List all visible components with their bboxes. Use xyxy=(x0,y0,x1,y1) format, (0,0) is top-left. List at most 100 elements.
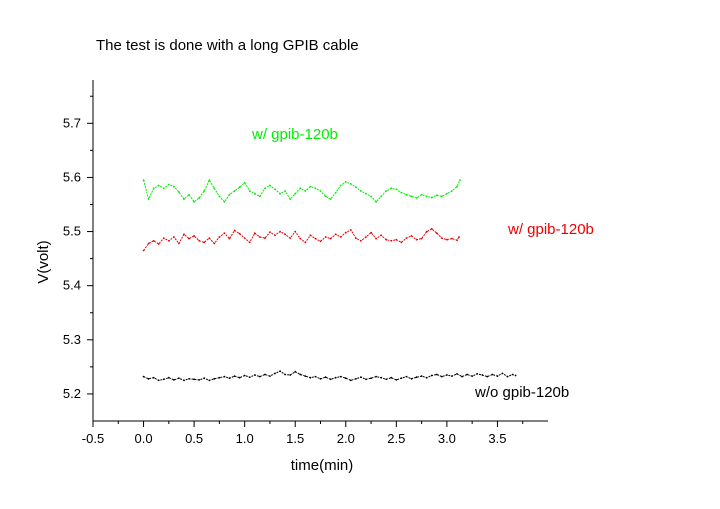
y-tick-label: 5.3 xyxy=(63,332,81,347)
data-point xyxy=(491,373,494,376)
data-point xyxy=(299,187,302,190)
data-point xyxy=(410,235,413,237)
data-point xyxy=(157,184,160,187)
data-point xyxy=(400,241,403,244)
data-point xyxy=(324,236,327,238)
data-point xyxy=(173,379,175,381)
x-tick-label: 3.5 xyxy=(488,431,506,446)
data-point xyxy=(233,229,236,232)
data-point xyxy=(152,376,155,379)
data-point xyxy=(198,379,201,381)
data-point xyxy=(178,377,180,380)
data-point xyxy=(289,374,292,376)
data-point xyxy=(157,379,160,382)
data-point xyxy=(420,237,423,240)
data-point xyxy=(264,373,266,376)
data-point xyxy=(248,241,251,244)
data-point xyxy=(309,376,312,379)
data-point xyxy=(344,231,347,234)
data-point xyxy=(233,375,236,377)
data-point xyxy=(380,376,383,379)
data-point xyxy=(425,230,428,233)
data-point xyxy=(360,376,362,379)
data-point xyxy=(223,375,226,378)
data-point xyxy=(405,193,408,196)
data-point xyxy=(339,375,342,378)
data-point xyxy=(415,238,418,241)
data-point xyxy=(213,242,216,245)
data-point xyxy=(289,237,292,240)
x-axis-label: time(min) xyxy=(291,457,354,474)
data-point xyxy=(264,237,266,240)
data-point xyxy=(314,375,317,378)
data-point xyxy=(481,374,484,376)
data-point xyxy=(334,376,337,379)
data-point xyxy=(258,195,261,198)
data-point xyxy=(456,373,458,375)
data-point xyxy=(385,378,388,381)
data-point xyxy=(284,233,286,236)
series-label-green: w/ gpib-120b xyxy=(251,126,338,143)
data-point xyxy=(458,236,460,238)
series-label-red: w/ gpib-120b xyxy=(507,221,594,238)
series-line-1 xyxy=(143,228,460,251)
data-point xyxy=(456,239,458,242)
data-point xyxy=(183,379,185,382)
x-tick-label: 2.5 xyxy=(387,431,405,446)
data-point xyxy=(213,377,216,380)
data-point xyxy=(360,190,362,192)
data-point xyxy=(228,377,231,380)
x-tick-label: 0.5 xyxy=(185,431,203,446)
data-point xyxy=(269,375,271,377)
data-point xyxy=(279,192,281,195)
data-point xyxy=(147,198,150,201)
data-point xyxy=(274,188,276,191)
data-point xyxy=(167,239,170,242)
x-tick-label: 1.5 xyxy=(286,431,304,446)
series-group xyxy=(142,179,517,382)
data-point xyxy=(425,195,428,198)
data-point xyxy=(173,236,175,238)
data-point xyxy=(208,379,211,382)
data-point xyxy=(349,183,352,185)
data-point xyxy=(223,200,226,203)
data-point xyxy=(314,187,317,190)
data-point xyxy=(147,377,150,380)
data-point xyxy=(319,240,322,243)
data-point xyxy=(208,237,211,240)
data-point xyxy=(380,234,383,237)
y-axis-label: V(volt) xyxy=(35,240,52,283)
data-point xyxy=(243,237,246,240)
data-point xyxy=(162,378,165,381)
x-tick-label: 1.0 xyxy=(236,431,254,446)
data-point xyxy=(339,236,342,238)
data-point xyxy=(253,192,256,195)
data-point xyxy=(385,238,388,241)
data-point xyxy=(299,373,302,376)
data-point xyxy=(514,374,517,377)
data-point xyxy=(203,377,206,380)
data-point xyxy=(258,236,261,238)
data-point xyxy=(329,237,332,240)
data-point xyxy=(451,237,453,240)
plot-area: -0.5 0.0 0.5 1.0 1.5 2.0 2.5 3.0 3.5 5.25.35.45.… xyxy=(63,80,548,446)
data-point xyxy=(355,377,357,380)
data-point xyxy=(385,190,388,192)
y-ticks: 5.2 5.3 5.4 5.5 5.6 5.7 xyxy=(63,95,93,401)
data-point xyxy=(390,239,393,242)
data-point xyxy=(400,377,403,380)
y-tick-label: 5.5 xyxy=(63,224,81,239)
data-point xyxy=(274,234,276,237)
data-point xyxy=(223,232,226,235)
data-point xyxy=(324,195,327,198)
data-point xyxy=(405,237,408,240)
data-point xyxy=(152,239,155,242)
data-point xyxy=(178,191,180,193)
data-point xyxy=(375,237,377,240)
data-point xyxy=(183,198,185,201)
data-point xyxy=(299,237,302,240)
data-point xyxy=(253,232,256,235)
data-point xyxy=(395,379,398,381)
data-point xyxy=(203,190,206,192)
data-point xyxy=(309,185,312,188)
